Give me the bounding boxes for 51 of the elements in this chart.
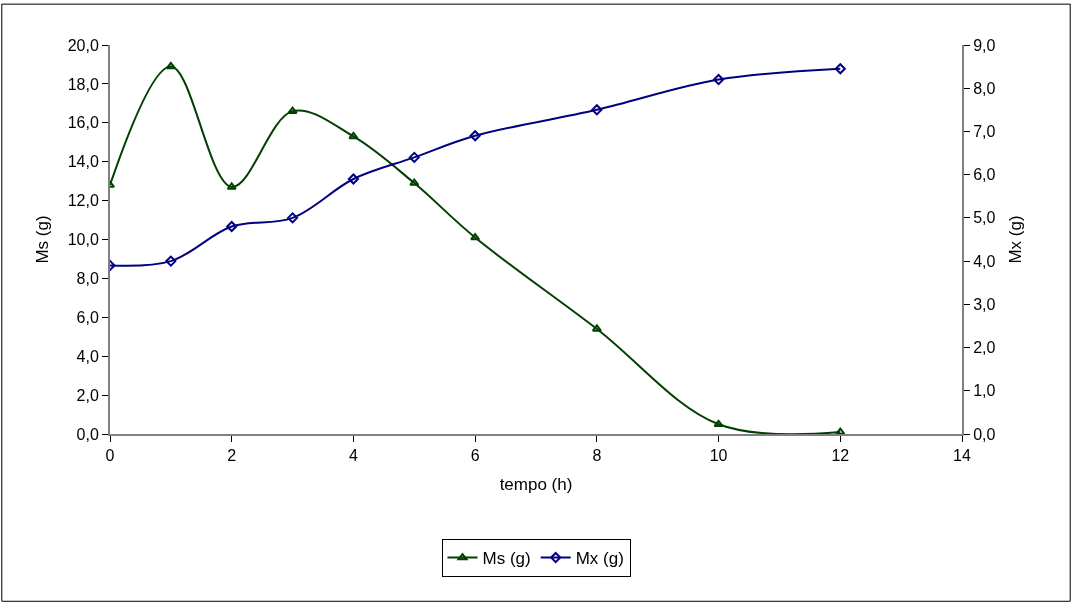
y2-tick-label: 9,0 (973, 36, 996, 54)
y2-tick-label: 2,0 (973, 339, 996, 357)
y-axis-title: Ms (g) (32, 215, 52, 264)
y-tick-label: 18,0 (67, 75, 99, 93)
legend-label: Ms (g) (482, 549, 531, 569)
y-tick-label: 10,0 (67, 231, 99, 249)
point (469, 130, 481, 142)
point (591, 104, 603, 116)
point (470, 233, 481, 241)
point (409, 178, 420, 186)
y-tick-label: 0,0 (76, 425, 99, 443)
point (165, 61, 176, 70)
y-tick-label: 8,0 (76, 270, 99, 287)
y-tick-label: 4,0 (76, 347, 99, 365)
point (713, 74, 725, 86)
legend-label: Mx (g) (575, 549, 624, 569)
x-tick-label: 4 (348, 447, 358, 465)
y2-tick-label: 7,0 (973, 123, 996, 141)
point (348, 131, 359, 140)
x-axis-title: tempo (h) (499, 475, 573, 495)
x-tick-label: 2 (227, 447, 237, 465)
point (713, 419, 724, 428)
y-tick-label: 6,0 (76, 308, 99, 326)
y2-tick-label: 6,0 (973, 166, 996, 184)
point (408, 151, 420, 163)
x-tick-label: 14 (953, 447, 971, 465)
x-tick-label: 12 (831, 447, 850, 465)
point (165, 255, 177, 267)
point (287, 106, 298, 114)
y-tick-label: 14,0 (67, 153, 99, 171)
x-tick-label: 6 (470, 447, 480, 465)
point (834, 63, 846, 75)
y-tick-label: 16,0 (67, 114, 99, 132)
point (226, 182, 237, 190)
y-tick-label: 2,0 (76, 386, 99, 404)
x-tick-label: 10 (709, 447, 728, 465)
point (347, 173, 359, 185)
y2-tick-label: 0,0 (973, 425, 996, 443)
x-tick-label: 8 (592, 447, 602, 465)
point (591, 324, 602, 332)
y2-tick-label: 8,0 (973, 79, 996, 97)
y2-axis-title: Mx (g) (1006, 215, 1026, 264)
y2-tick-label: 3,0 (973, 295, 996, 313)
y2-tick-label: 1,0 (973, 382, 996, 400)
y2-tick-label: 4,0 (973, 252, 996, 270)
point (226, 220, 238, 233)
y-tick-label: 12,0 (67, 192, 99, 210)
point (287, 212, 299, 224)
x-tick-label: 0 (105, 447, 115, 465)
y2-tick-label: 5,0 (973, 209, 996, 227)
y-tick-label: 20,0 (67, 36, 99, 54)
